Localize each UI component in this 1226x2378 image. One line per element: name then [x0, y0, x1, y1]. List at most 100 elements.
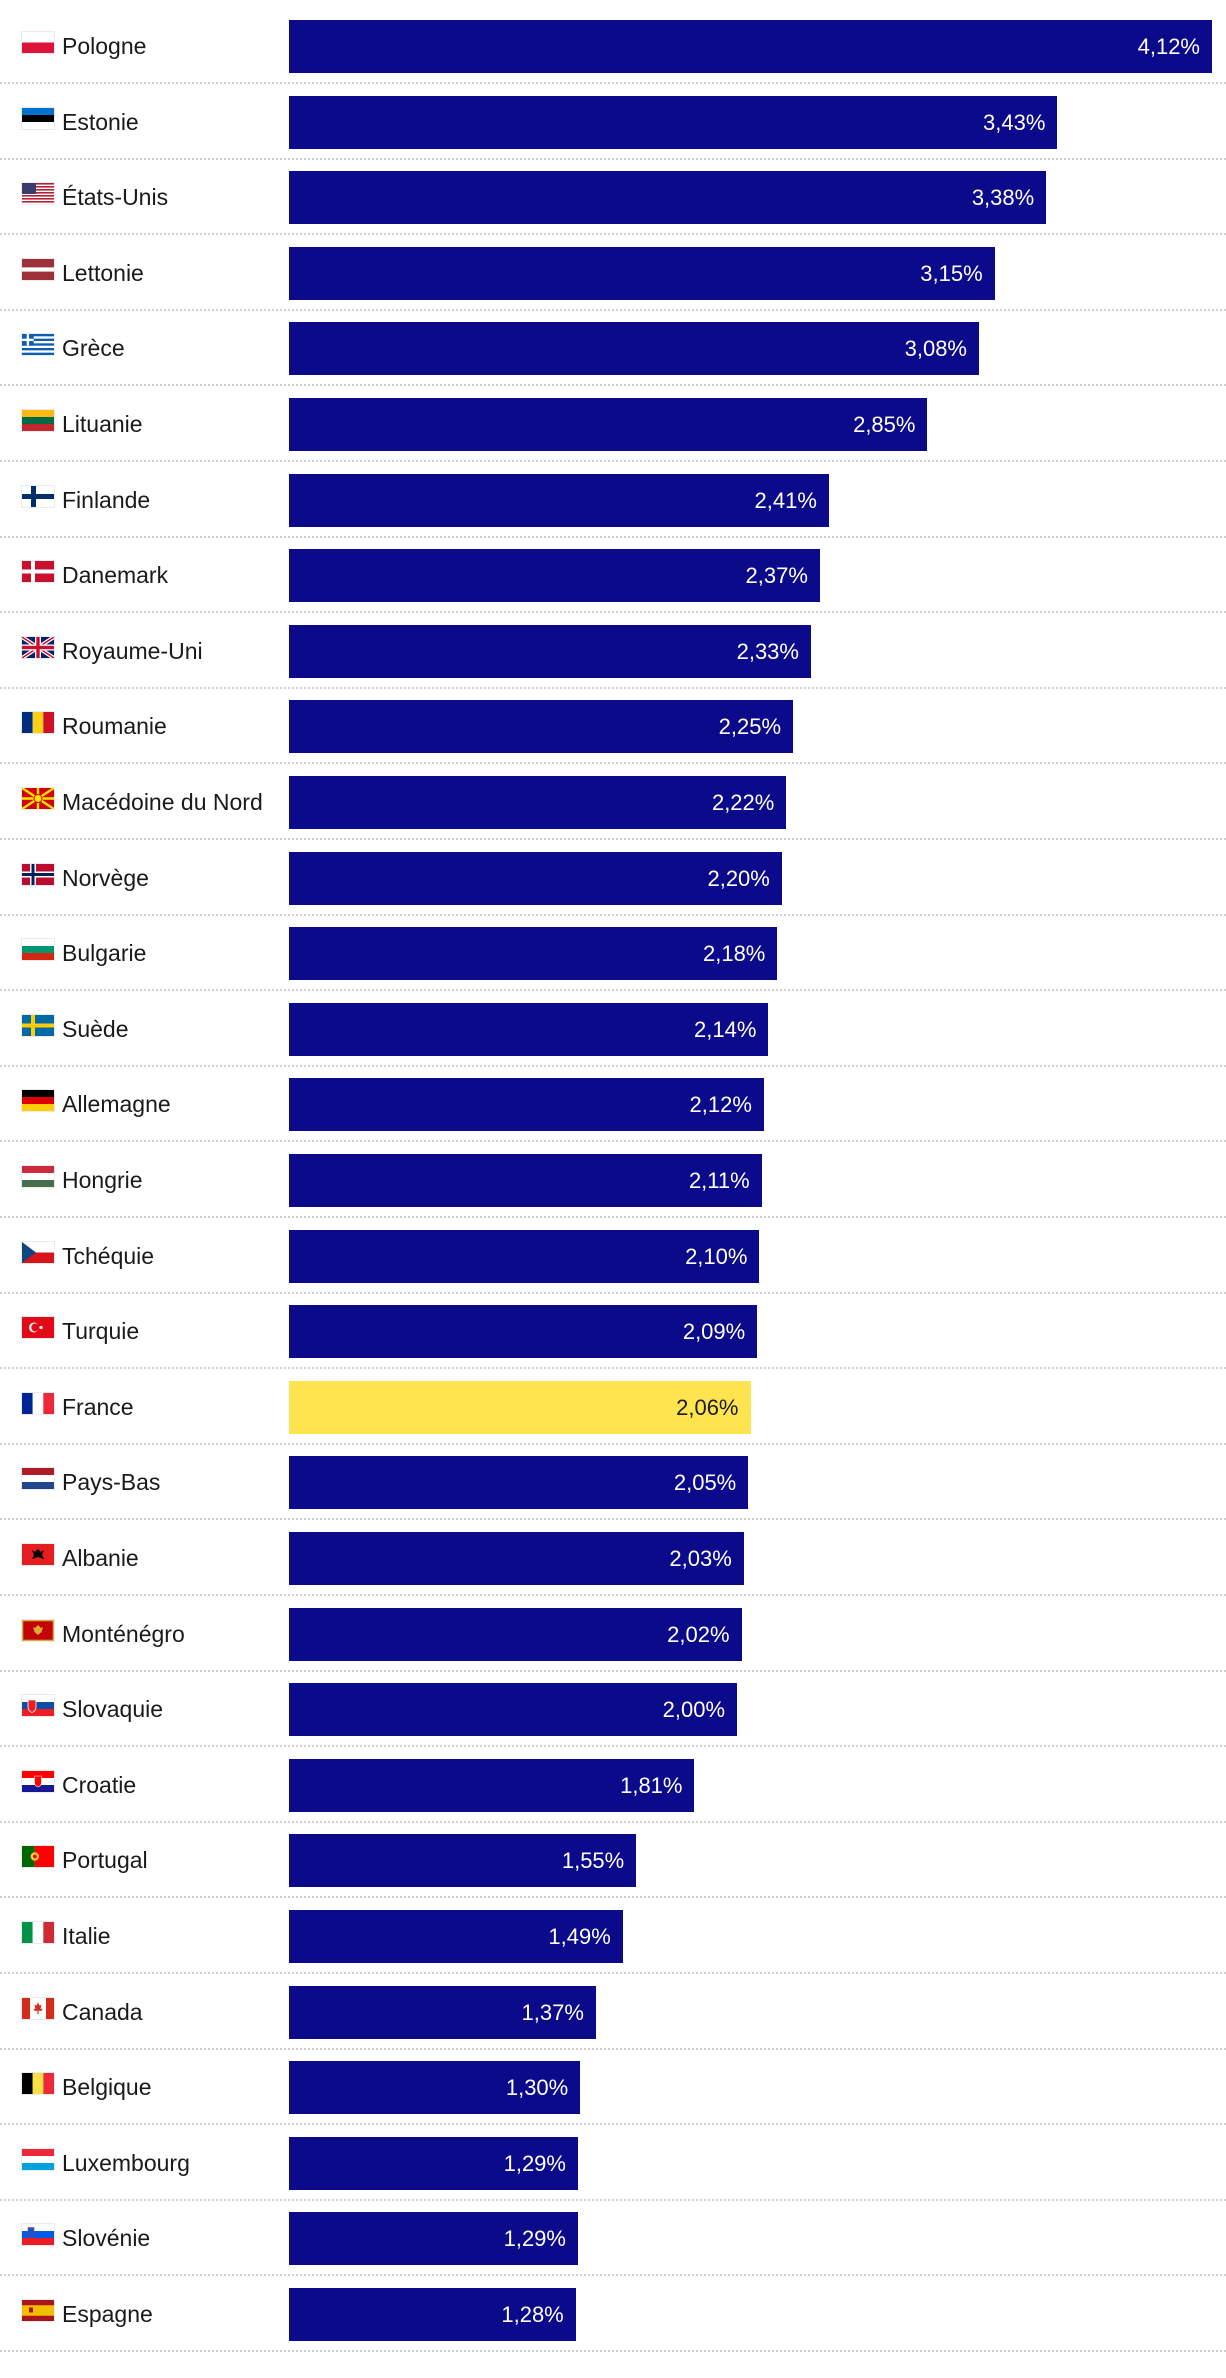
country-label: Slovaquie — [62, 1696, 164, 1723]
flag-north-macedonia-icon — [22, 788, 54, 809]
flag-greece-icon — [22, 334, 54, 356]
country-label: Pays-Bas — [62, 1469, 161, 1496]
flag-denmark-icon — [22, 561, 54, 583]
bar: 3,08% — [289, 322, 979, 376]
table-row: Portugal 1,55% — [0, 1822, 1226, 1899]
table-row: Tchéquie 2,10% — [0, 1218, 1226, 1294]
flag-sweden-icon — [22, 1014, 54, 1036]
flag-slovakia-icon — [22, 1695, 54, 1717]
table-row: Italie 1,49% — [0, 1898, 1226, 1974]
flag-croatia-icon — [22, 1770, 54, 1792]
bar: 1,49% — [289, 1910, 623, 1963]
table-row: États-Unis 3,38% — [0, 159, 1226, 236]
table-row: Pays-Bas 2,05% — [0, 1444, 1226, 1521]
country-label: Canada — [62, 1998, 143, 2025]
flag-canada-icon — [22, 1997, 54, 2019]
bar: 3,38% — [289, 171, 1047, 225]
data-label: 2,10% — [685, 1243, 748, 1269]
flag-germany-icon — [22, 1090, 54, 1112]
data-label: 2,09% — [682, 1319, 746, 1345]
data-label: 4,12% — [1137, 34, 1200, 59]
flag-uk-icon — [22, 636, 54, 658]
bar: 2,05% — [289, 1456, 749, 1510]
flag-netherlands-icon — [22, 1468, 54, 1490]
bar: 1,81% — [289, 1758, 695, 1812]
country-label: Royaume-Uni — [62, 637, 203, 664]
table-row: Pologne 4,12% — [0, 8, 1226, 84]
bar: 3,15% — [289, 246, 995, 300]
data-label: 1,49% — [548, 1924, 611, 1949]
table-row: Hongrie 2,11% — [0, 1142, 1226, 1218]
table-row: Slovaquie 2,00% — [0, 1671, 1226, 1748]
table-row: Suède 2,14% — [0, 991, 1226, 1067]
table-row: Belgique 1,30% — [0, 2049, 1226, 2126]
table-row: Royaume-Uni 2,33% — [0, 613, 1226, 689]
data-label: 2,25% — [718, 714, 782, 740]
flag-norway-icon — [22, 863, 54, 885]
bar: 1,29% — [289, 2212, 578, 2266]
data-label: 2,22% — [711, 790, 775, 815]
data-label: 2,11% — [688, 1168, 750, 1193]
flag-finland-icon — [22, 485, 54, 507]
data-label: 1,55% — [561, 1848, 625, 1874]
country-label: Monténégro — [62, 1620, 185, 1647]
country-label: Norvège — [62, 864, 149, 891]
data-label: 3,08% — [904, 336, 967, 362]
table-row: Grèce 3,08% — [0, 310, 1226, 387]
data-label: 1,29% — [503, 2150, 566, 2176]
bar: 2,37% — [289, 549, 820, 603]
country-label: Slovénie — [62, 2225, 151, 2252]
country-label: Lituanie — [62, 411, 143, 437]
bar: 1,30% — [289, 2061, 581, 2115]
bar: 2,09% — [289, 1305, 758, 1359]
country-label: Belgique — [62, 2074, 152, 2101]
flag-czechia-icon — [22, 1241, 54, 1263]
data-label: 2,06% — [676, 1394, 739, 1420]
flag-hungary-icon — [22, 1166, 54, 1187]
country-label: Pologne — [62, 33, 147, 59]
table-row: Lituanie 2,85% — [0, 386, 1226, 462]
data-label: 2,33% — [736, 638, 799, 664]
data-label: 1,37% — [521, 1999, 584, 2025]
bar: 2,06% — [289, 1380, 751, 1434]
bar: 1,55% — [289, 1834, 637, 1888]
table-row: Roumanie 2,25% — [0, 688, 1226, 765]
data-label: 2,02% — [667, 1621, 730, 1647]
data-label: 2,03% — [669, 1546, 732, 1571]
flag-estonia-icon — [22, 107, 54, 129]
flag-montenegro-icon — [22, 1619, 54, 1641]
data-label: 2,37% — [745, 563, 808, 589]
country-label: Italie — [62, 1923, 111, 1949]
bar: 2,18% — [289, 927, 778, 981]
flag-albania-icon — [22, 1544, 54, 1565]
country-label: Croatie — [62, 1771, 137, 1798]
data-label: 2,05% — [673, 1470, 737, 1496]
table-row: Allemagne 2,12% — [0, 1066, 1226, 1143]
country-label: France — [62, 1393, 134, 1420]
bar: 3,43% — [289, 95, 1058, 149]
data-label: 2,20% — [707, 865, 770, 891]
country-label: Hongrie — [62, 1167, 143, 1193]
country-label: Danemark — [62, 562, 169, 589]
bar: 2,11% — [289, 1154, 762, 1207]
country-label: Allemagne — [62, 1091, 171, 1118]
table-row: Macédoine du Nord 2,22% — [0, 764, 1226, 840]
country-label: Bulgarie — [62, 940, 147, 967]
country-label: Suède — [62, 1015, 129, 1042]
table-row: Lettonie 3,15% — [0, 235, 1226, 311]
table-row: Danemark 2,37% — [0, 537, 1226, 614]
data-label: 2,14% — [694, 1016, 757, 1042]
data-label: 2,12% — [689, 1092, 752, 1118]
flag-portugal-icon — [22, 1846, 54, 1868]
bar: 4,12% — [289, 20, 1212, 73]
bar: 2,85% — [289, 398, 928, 451]
data-label: 3,15% — [920, 260, 983, 286]
flag-romania-icon — [22, 712, 54, 734]
bar: 2,25% — [289, 700, 794, 754]
country-label: Estonie — [62, 108, 139, 135]
flag-france-icon — [22, 1392, 54, 1414]
flag-slovenia-icon — [22, 2224, 54, 2246]
bar: 2,10% — [289, 1229, 760, 1283]
bar: 1,29% — [289, 2136, 578, 2190]
